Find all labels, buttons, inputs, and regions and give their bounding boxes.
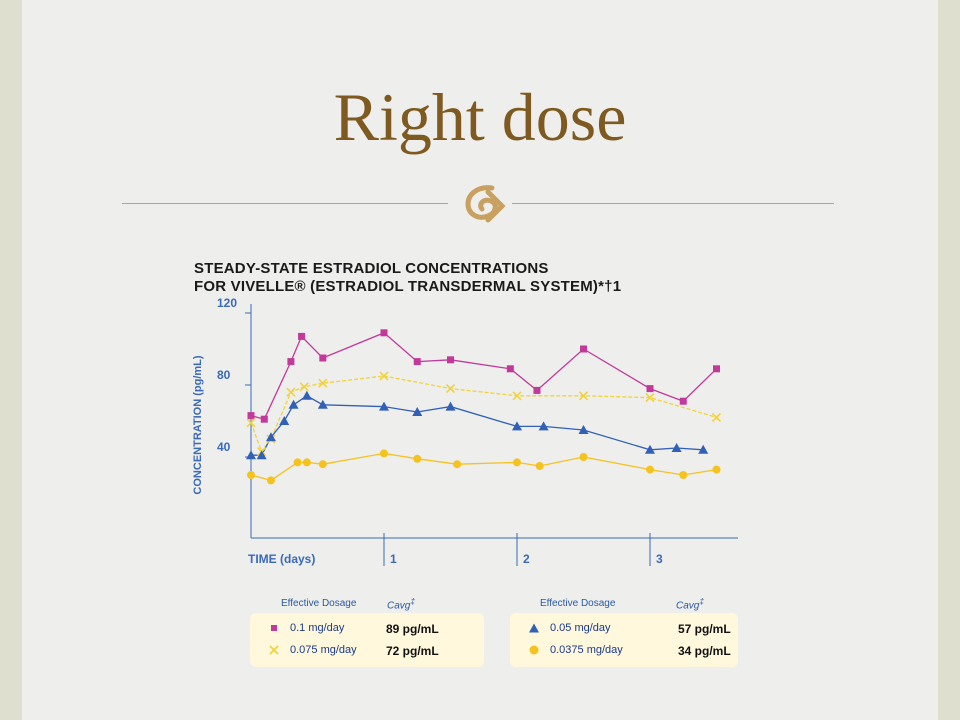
legend-row-0.1: 0.1 mg/day 89 pg/mL bbox=[250, 618, 484, 640]
data-point-s3-6 bbox=[413, 455, 421, 463]
data-point-s3-9 bbox=[536, 462, 544, 470]
legend-value: 57 pg/mL bbox=[678, 622, 731, 636]
data-point-s2-14 bbox=[672, 443, 682, 452]
data-point-s1-3 bbox=[287, 388, 295, 396]
legend-cavg-sup-2: ‡ bbox=[699, 596, 704, 606]
data-point-s2-5 bbox=[302, 391, 312, 400]
data-point-s3-2 bbox=[294, 458, 302, 466]
legend-cavg-label-1: Cavg bbox=[387, 600, 410, 611]
data-point-s0-13 bbox=[713, 365, 720, 372]
x-tick-label-1: 1 bbox=[390, 552, 397, 566]
data-point-s0-0 bbox=[248, 412, 255, 419]
data-point-s0-1 bbox=[261, 416, 268, 423]
data-point-s3-0 bbox=[247, 471, 255, 479]
series-line-2 bbox=[251, 396, 703, 455]
data-point-s0-11 bbox=[647, 385, 654, 392]
data-point-s0-7 bbox=[447, 356, 454, 363]
x-marker-icon bbox=[268, 644, 280, 656]
legend-label: 0.075 mg/day bbox=[290, 644, 357, 656]
data-point-s0-4 bbox=[319, 355, 326, 362]
data-point-s0-5 bbox=[381, 329, 388, 336]
data-point-s3-11 bbox=[646, 466, 654, 474]
x-tick-label-3: 3 bbox=[656, 552, 663, 566]
data-point-s3-10 bbox=[580, 453, 588, 461]
x-tick-label-2: 2 bbox=[523, 552, 530, 566]
legend-row-0.05: 0.05 mg/day 57 pg/mL bbox=[510, 618, 738, 640]
data-point-s3-13 bbox=[713, 466, 721, 474]
data-point-s2-4 bbox=[289, 400, 299, 409]
legend-row-0.075: 0.075 mg/day 72 pg/mL bbox=[250, 640, 484, 662]
data-point-s0-2 bbox=[287, 358, 294, 365]
legend-label: 0.0375 mg/day bbox=[550, 644, 623, 656]
y-tick-label-80: 80 bbox=[217, 368, 231, 382]
data-point-s0-9 bbox=[533, 387, 540, 394]
data-point-s2-9 bbox=[446, 402, 456, 411]
legend-row-0.0375: 0.0375 mg/day 34 pg/mL bbox=[510, 640, 738, 662]
data-point-s0-10 bbox=[580, 346, 587, 353]
legend-head-dosage-2: Effective Dosage bbox=[540, 598, 615, 609]
square-marker-icon bbox=[268, 622, 280, 634]
data-point-s0-6 bbox=[414, 358, 421, 365]
y-tick-label-120: 120 bbox=[217, 296, 237, 310]
triangle-marker-icon bbox=[528, 622, 540, 634]
data-point-s0-3 bbox=[298, 333, 305, 340]
circle-marker-icon bbox=[528, 644, 540, 656]
legend-value: 34 pg/mL bbox=[678, 644, 731, 658]
data-point-s3-12 bbox=[679, 471, 687, 479]
x-axis-label: TIME (days) bbox=[248, 552, 315, 566]
data-point-s3-1 bbox=[267, 476, 275, 484]
legend-value: 89 pg/mL bbox=[386, 622, 439, 636]
data-point-s3-5 bbox=[380, 449, 388, 457]
legend-value: 72 pg/mL bbox=[386, 644, 439, 658]
legend-head-dosage-1: Effective Dosage bbox=[281, 598, 356, 609]
data-point-s3-7 bbox=[453, 460, 461, 468]
data-point-s3-3 bbox=[303, 458, 311, 466]
data-point-s3-8 bbox=[513, 458, 521, 466]
legend-label: 0.1 mg/day bbox=[290, 622, 344, 634]
data-point-s1-11 bbox=[713, 413, 721, 421]
legend-head-cavg-2: Cavg‡ bbox=[676, 596, 704, 611]
legend-box-1: 0.1 mg/day 89 pg/mL 0.075 mg/day 72 pg/m… bbox=[250, 613, 484, 667]
data-point-s1-7 bbox=[447, 385, 455, 393]
y-axis-label: CONCENTRATION (pg/mL) bbox=[192, 355, 204, 494]
legend-box-2: 0.05 mg/day 57 pg/mL 0.0375 mg/day 34 pg… bbox=[510, 613, 738, 667]
legend-cavg-label-2: Cavg bbox=[676, 600, 699, 611]
legend-cavg-sup-1: ‡ bbox=[410, 596, 415, 606]
y-tick-label-40: 40 bbox=[217, 440, 231, 454]
legend-label: 0.05 mg/day bbox=[550, 622, 611, 634]
estradiol-line-chart: 40 80 120 CONCENTRATION (pg/mL) TIME (days) 1… bbox=[0, 0, 960, 720]
data-point-s0-12 bbox=[680, 398, 687, 405]
data-point-s1-8 bbox=[513, 392, 521, 400]
data-point-s0-8 bbox=[507, 365, 514, 372]
legend-head-cavg-1: Cavg‡ bbox=[387, 596, 415, 611]
data-point-s2-3 bbox=[279, 416, 289, 425]
data-point-s3-4 bbox=[319, 460, 327, 468]
